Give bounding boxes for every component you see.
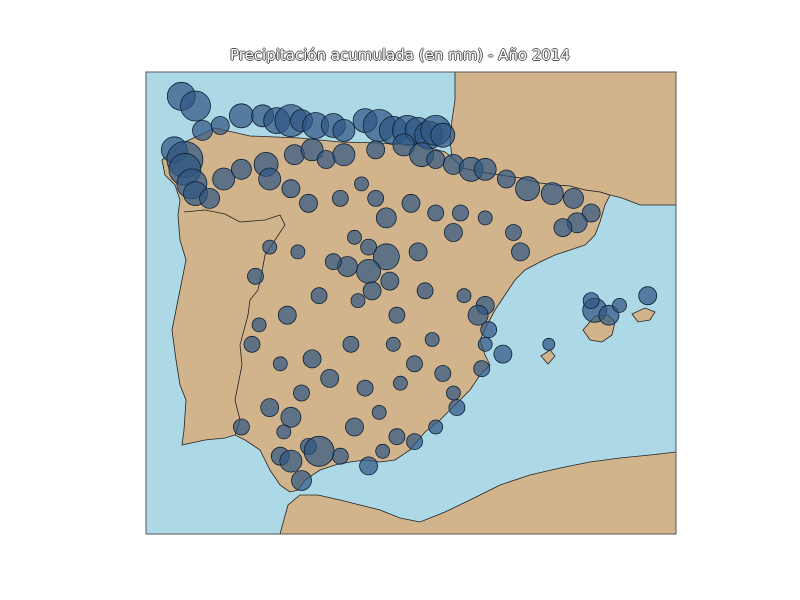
station-marker: [456, 288, 472, 304]
station-marker: [406, 433, 423, 451]
station-marker: [401, 193, 421, 213]
station-marker: [356, 379, 374, 397]
station-marker: [192, 119, 213, 141]
station-marker: [243, 335, 261, 353]
station-marker: [260, 398, 280, 418]
station-marker: [480, 321, 498, 339]
station-marker: [293, 384, 310, 402]
station-marker: [416, 282, 434, 300]
station-marker: [443, 223, 463, 242]
station-marker: [477, 336, 493, 352]
station-marker: [251, 317, 267, 333]
station-marker: [540, 182, 564, 206]
station-marker: [582, 292, 600, 310]
station-marker: [638, 286, 658, 306]
station-marker: [332, 143, 356, 167]
station-marker: [515, 176, 540, 202]
station-marker: [581, 203, 601, 223]
station-marker: [345, 417, 364, 437]
station-marker: [347, 229, 362, 245]
station-marker: [320, 368, 340, 388]
station-marker: [563, 187, 584, 209]
station-marker: [388, 306, 406, 324]
station-marker: [279, 449, 303, 473]
station-marker: [473, 360, 491, 378]
station-marker: [359, 456, 379, 476]
map-frame: [145, 71, 677, 535]
station-marker: [199, 187, 221, 209]
station-marker: [467, 304, 489, 326]
station-marker: [210, 116, 230, 135]
station-marker: [247, 267, 264, 285]
station-marker: [350, 293, 366, 309]
station-marker: [380, 271, 400, 291]
station-marker: [375, 207, 397, 229]
station-marker: [290, 244, 306, 260]
station-marker: [228, 103, 254, 129]
station-marker: [392, 375, 408, 391]
station-marker: [280, 406, 302, 428]
station-marker: [371, 404, 387, 420]
station-marker: [473, 157, 497, 181]
station-marker: [277, 305, 297, 325]
station-marker: [493, 344, 513, 364]
station-marker: [281, 179, 301, 199]
africa-landmass: [279, 451, 676, 534]
station-marker: [324, 253, 342, 271]
station-marker: [356, 258, 382, 284]
station-marker: [299, 193, 318, 213]
station-marker: [354, 176, 369, 192]
station-marker: [434, 365, 452, 382]
station-marker: [291, 470, 312, 491]
station-marker: [477, 210, 493, 226]
station-marker: [385, 336, 401, 352]
station-marker: [272, 356, 288, 372]
station-marker: [230, 158, 252, 180]
station-marker: [553, 218, 573, 238]
station-marker: [505, 224, 522, 241]
station-marker: [372, 243, 400, 271]
ibiza-island: [540, 349, 556, 365]
station-marker: [180, 90, 211, 122]
station-marker: [302, 349, 322, 369]
station-marker: [316, 150, 336, 169]
map-title: Precipitación acumulada (en mm) - Año 20…: [229, 46, 571, 64]
station-marker: [362, 281, 382, 301]
station-marker: [342, 335, 360, 353]
station-marker: [406, 355, 423, 373]
station-marker: [332, 118, 356, 142]
station-marker: [310, 287, 328, 305]
station-marker: [360, 238, 378, 256]
station-marker: [232, 418, 250, 436]
station-marker: [408, 242, 428, 262]
station-marker: [445, 385, 461, 401]
station-marker: [430, 122, 456, 148]
station-marker: [388, 428, 406, 446]
station-marker: [427, 204, 445, 222]
station-marker: [428, 419, 444, 435]
station-marker: [375, 443, 391, 459]
station-marker: [303, 435, 335, 467]
station-marker: [367, 189, 385, 207]
station-markers: [160, 81, 658, 491]
station-marker: [448, 399, 466, 417]
station-marker: [276, 424, 292, 440]
station-marker: [331, 189, 349, 207]
station-marker: [452, 204, 469, 222]
station-marker: [542, 337, 556, 351]
station-marker: [212, 167, 236, 191]
station-marker: [426, 150, 446, 169]
station-marker: [262, 239, 278, 255]
station-marker: [496, 169, 516, 189]
menorca-island: [631, 307, 656, 323]
station-marker: [511, 242, 530, 262]
station-marker: [612, 297, 627, 313]
station-marker: [424, 332, 440, 347]
station-marker: [258, 167, 282, 191]
station-marker: [366, 140, 386, 160]
station-marker: [331, 447, 349, 465]
station-marker: [300, 138, 324, 162]
